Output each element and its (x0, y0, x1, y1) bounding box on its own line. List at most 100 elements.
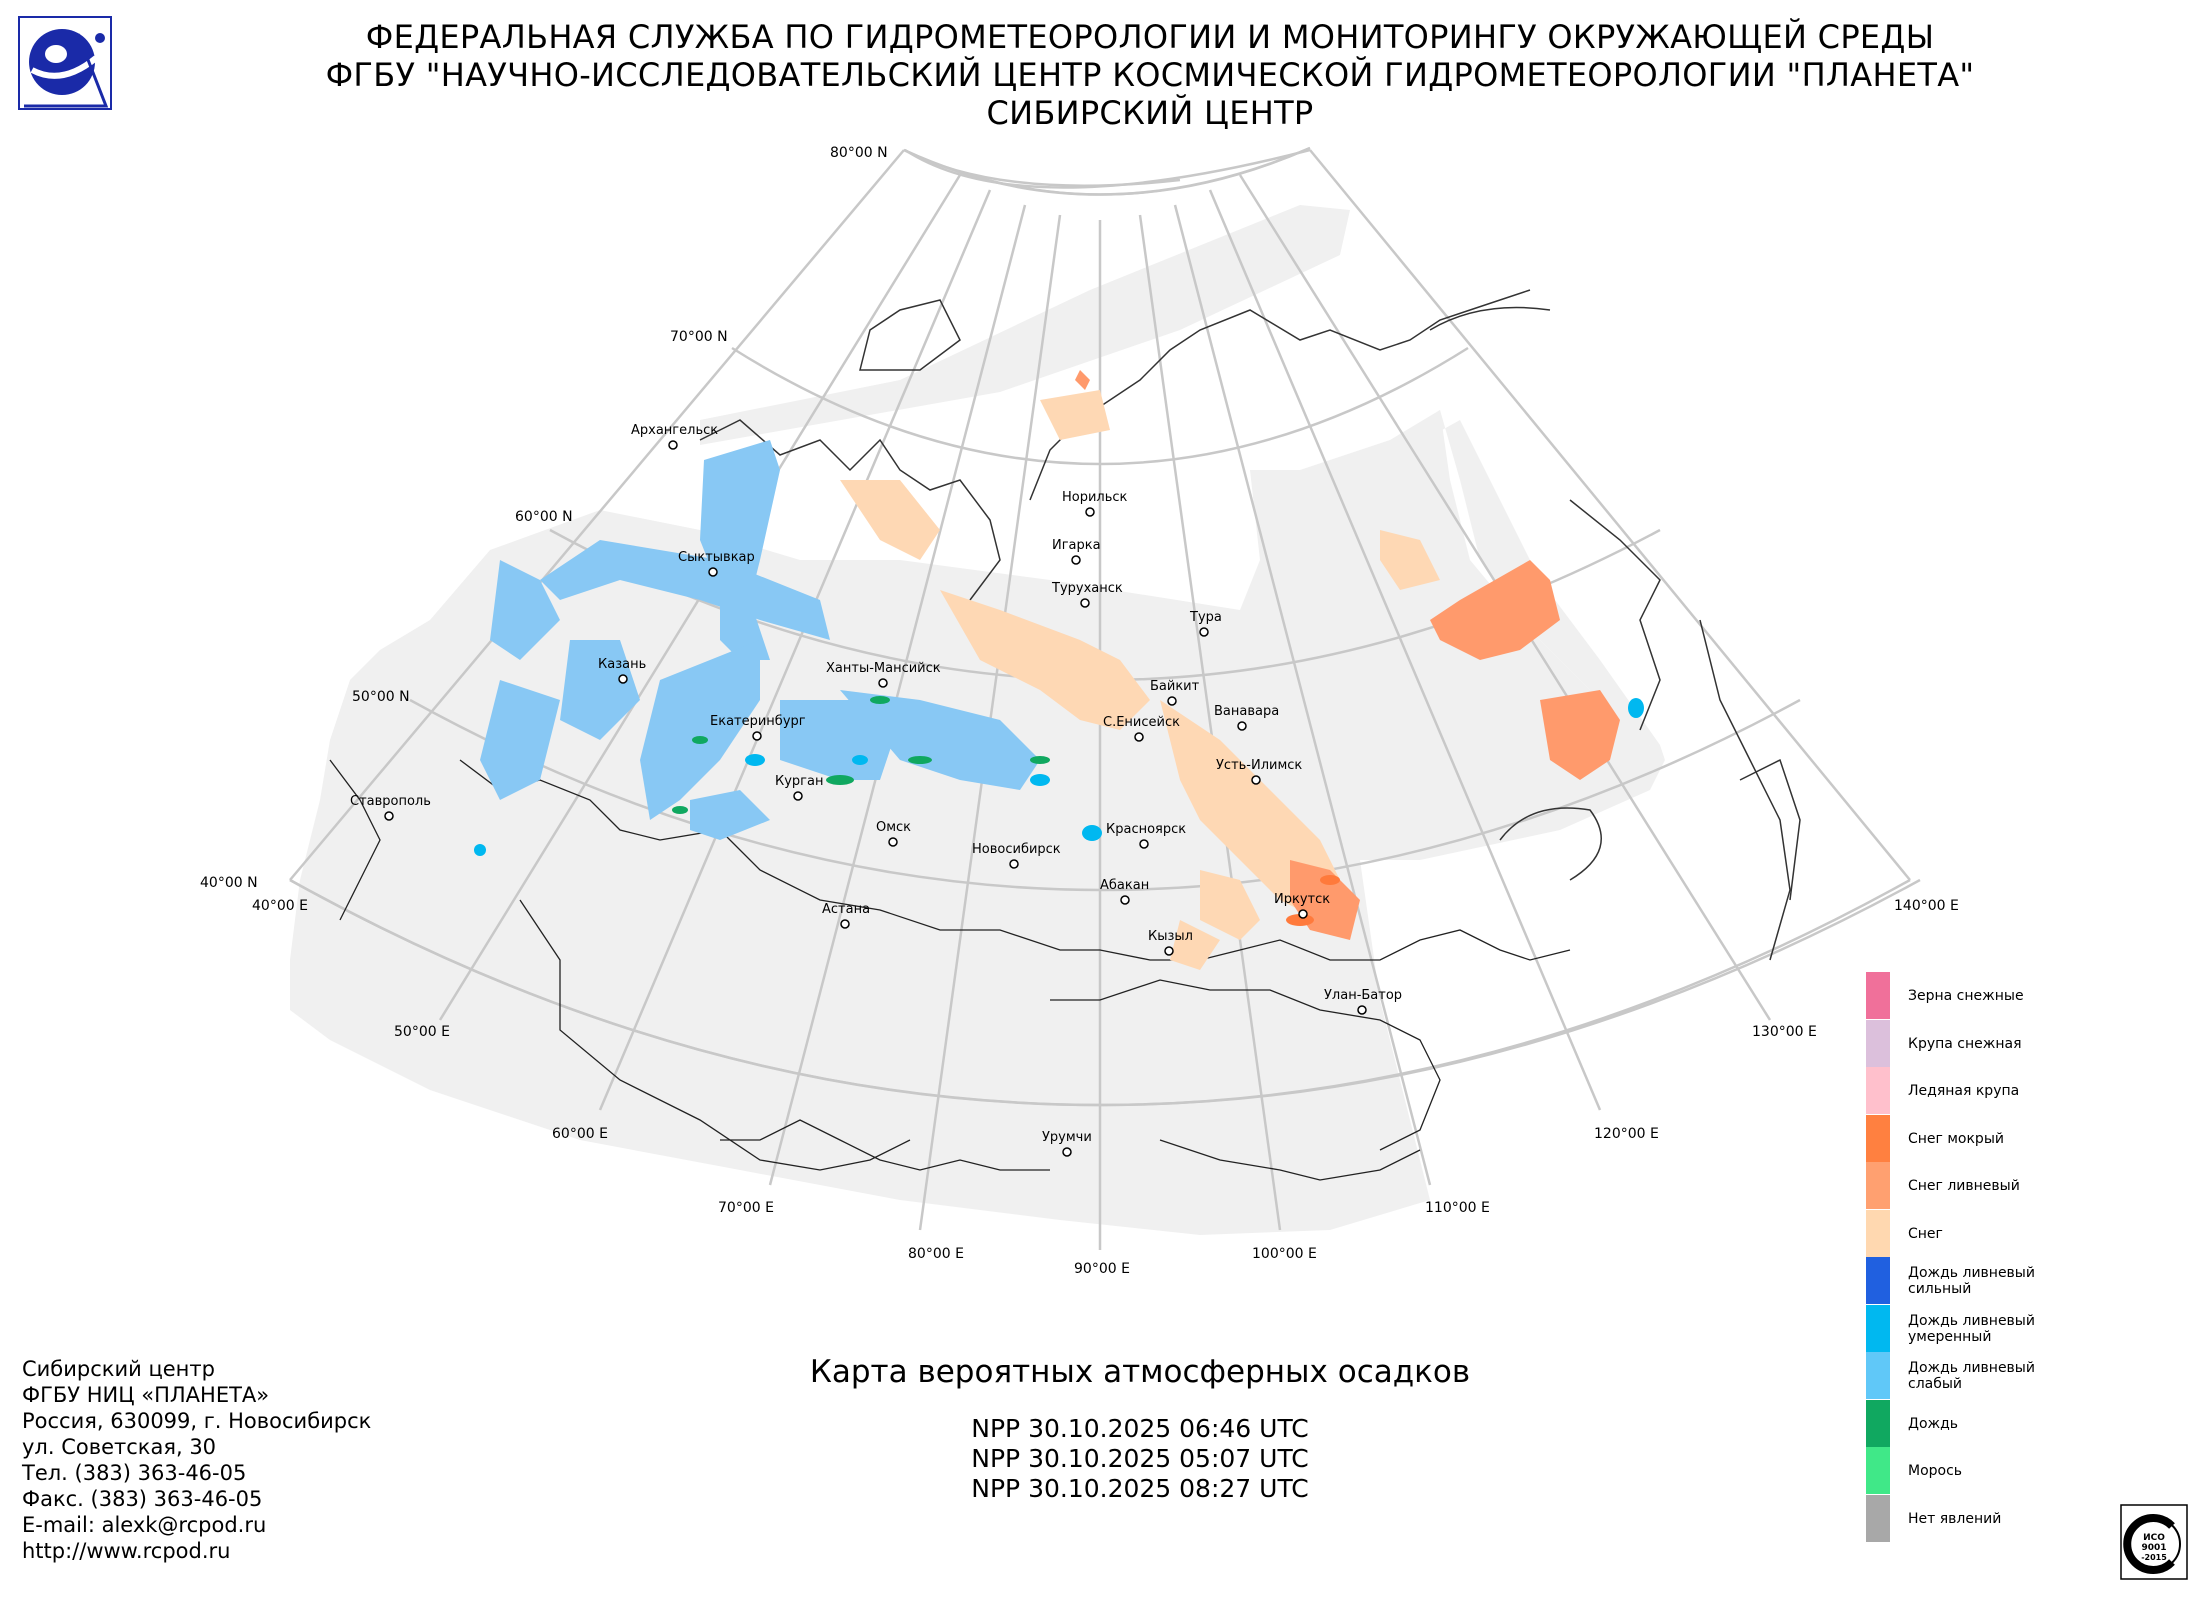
cert-line-3: -2015 (2141, 1553, 2167, 1562)
city-label-krasnoyarsk: Красноярск (1106, 822, 1186, 837)
city-marker-omsk (888, 837, 898, 847)
cert-line-1: ИСО (2143, 1533, 2165, 1543)
city-marker-stavropol (384, 811, 394, 821)
header: ФЕДЕРАЛЬНАЯ СЛУЖБА ПО ГИДРОМЕТЕОРОЛОГИИ … (200, 18, 2100, 132)
legend-swatch (1866, 1257, 1890, 1304)
national-borders (329, 759, 1571, 1181)
city-label-kurgan: Курган (775, 774, 823, 789)
city-marker-tura (1199, 627, 1209, 637)
city-marker-yekaterinburg (752, 731, 762, 741)
legend-swatch (1866, 1162, 1890, 1209)
contact-line-1: Сибирский центр (22, 1357, 215, 1381)
legend-item: Дождь ливневый сильный (1866, 1257, 2186, 1304)
city-label-ust-ilimsk: Усть-Илимск (1216, 758, 1302, 773)
legend-label: Дождь (1908, 1415, 1959, 1432)
city-marker-kazan (618, 674, 628, 684)
legend-swatch (1866, 1209, 1890, 1257)
city-marker-igarka (1071, 555, 1081, 565)
satellite-passes: NPP 30.10.2025 06:46 UTC NPP 30.10.2025 … (860, 1414, 1420, 1504)
city-label-khanty: Ханты-Мансийск (826, 661, 941, 676)
city-marker-abakan (1120, 895, 1130, 905)
legend-label: Крупа снежная (1908, 1035, 2022, 1052)
cities (384, 440, 1367, 1157)
contact-line-5: Тел. (383) 363-46-05 (22, 1461, 247, 1485)
meridian-100e (1138, 214, 1282, 1231)
city-label-astana: Астана (822, 902, 870, 917)
city-marker-astana (840, 919, 850, 929)
city-label-igarka: Игарка (1052, 538, 1101, 553)
precip-rain-moderate (474, 698, 1644, 856)
cert-line-2: 9001 (2141, 1543, 2166, 1553)
label-lon-100e: 100°00 E (1252, 1246, 1317, 1262)
legend-swatch (1866, 1114, 1890, 1162)
legend-swatch (1866, 1399, 1890, 1447)
meridian-60e (598, 189, 992, 1111)
city-marker-arkhangelsk (668, 440, 678, 450)
legend-swatch (1866, 1447, 1890, 1494)
label-lat-80n: 80°00 N (830, 145, 888, 161)
parallel-50n (409, 698, 1801, 892)
city-marker-irkutsk (1298, 909, 1308, 919)
label-lon-50e: 50°00 E (394, 1024, 450, 1040)
legend-item: Снег (1866, 1209, 2186, 1257)
pass-1: NPP 30.10.2025 06:46 UTC (971, 1414, 1309, 1443)
legend-label: Снег мокрый (1908, 1130, 2004, 1147)
header-line-2: ФГБУ "НАУЧНО-ИССЛЕДОВАТЕЛЬСКИЙ ЦЕНТР КОС… (325, 56, 1975, 94)
contact-line-6: Факс. (383) 363-46-05 (22, 1487, 263, 1511)
city-marker-yeniseysk (1134, 732, 1144, 742)
pass-3: NPP 30.10.2025 08:27 UTC (971, 1474, 1309, 1503)
city-label-kyzyl: Кызыл (1148, 929, 1193, 944)
city-label-novosibirsk: Новосибирск (972, 842, 1061, 857)
pass-2: NPP 30.10.2025 05:07 UTC (971, 1444, 1309, 1473)
city-label-abakan: Абакан (1100, 878, 1149, 893)
city-label-omsk: Омск (876, 820, 911, 835)
contact-website-link[interactable]: http://www.rcpod.ru (22, 1539, 231, 1563)
planeta-globe-logo-icon (18, 16, 112, 110)
legend-item: Крупа снежная (1866, 1019, 2186, 1067)
city-label-kazan: Казань (598, 657, 646, 672)
legend-item: Дождь ливневый слабый (1866, 1352, 2186, 1399)
city-labels: Архангельск Сыктывкар Казань Ставрополь … (350, 423, 1402, 1145)
city-label-tura: Тура (1189, 610, 1222, 625)
city-marker-urumqi (1062, 1147, 1072, 1157)
contact-line-4: ул. Советская, 30 (22, 1435, 217, 1459)
legend-label: Ледяная крупа (1908, 1083, 2020, 1099)
map-outer-edge (289, 878, 1911, 1107)
contact-email[interactable]: E-mail: alexk@rcpod.ru (22, 1513, 267, 1537)
city-marker-turukhansk (1080, 598, 1090, 608)
legend-item: Зерна снежные (1866, 972, 2186, 1019)
city-label-vanavara: Ванавара (1214, 704, 1279, 719)
legend-item: Дождь (1866, 1399, 2186, 1447)
legend-label: Морось (1908, 1463, 1963, 1479)
legend-label: Дождь ливневый сильный (1908, 1265, 2035, 1297)
city-label-yekaterinburg: Екатеринбург (710, 714, 806, 729)
iso-9001-certificate-stamp-icon: ИСО 9001 -2015 (2120, 1504, 2188, 1580)
legend-item: Ледяная крупа (1866, 1067, 2186, 1114)
grid-labels: 80°00 N 70°00 N 60°00 N 50°00 N 40°00 N … (200, 145, 1959, 1277)
precip-wet-snow (1286, 875, 1340, 926)
label-lat-40n: 40°00 N (200, 875, 258, 891)
meridian-120e (1208, 189, 1602, 1111)
contact-line-3: Россия, 630099, г. Новосибирск (22, 1409, 372, 1433)
legend-swatch (1866, 1352, 1890, 1399)
map-title: Карта вероятных атмосферных осадков (809, 1354, 1471, 1390)
city-label-ulan-bator: Улан-Батор (1324, 988, 1402, 1003)
legend-label: Зерна снежные (1908, 988, 2024, 1004)
precip-rain (672, 696, 1050, 814)
contact-info: Сибирский центр ФГБУ НИЦ «ПЛАНЕТА» Росси… (22, 1356, 371, 1564)
legend-swatch (1866, 1067, 1890, 1114)
label-lon-120e: 120°00 E (1594, 1126, 1659, 1142)
header-line-1: ФЕДЕРАЛЬНАЯ СЛУЖБА ПО ГИДРОМЕТЕОРОЛОГИИ … (365, 18, 1935, 56)
precip-rain-light (480, 440, 1040, 840)
label-lon-40e: 40°00 E (252, 898, 308, 914)
city-marker-novosibirsk (1009, 859, 1019, 869)
city-marker-krasnoyarsk (1139, 839, 1149, 849)
city-marker-norilsk (1085, 507, 1095, 517)
city-marker-kurgan (793, 791, 803, 801)
legend-label: Нет явлений (1908, 1510, 2002, 1527)
city-label-arkhangelsk: Архангельск (631, 423, 718, 438)
legend-item: Морось (1866, 1447, 2186, 1494)
city-marker-baykit (1167, 696, 1177, 706)
legend-label: Снег (1908, 1225, 1943, 1242)
